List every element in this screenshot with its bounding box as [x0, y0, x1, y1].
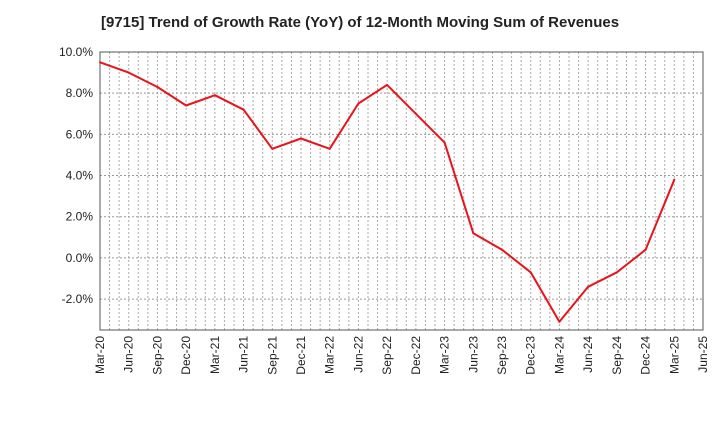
x-tick-label: Mar-21: [208, 336, 222, 374]
data-point: [587, 285, 590, 288]
x-tick-label: Jun-20: [122, 336, 136, 373]
plot-frame: [99, 51, 704, 331]
data-point: [213, 94, 216, 97]
x-tick-label: Jun-21: [237, 336, 251, 373]
x-tick-label: Mar-25: [667, 336, 681, 374]
data-point: [328, 147, 331, 150]
x-tick-label: Sep-20: [150, 336, 164, 375]
y-axis-ticks: 10.0% 8.0% 6.0% 4.0% 2.0% 0.0% -2.0%: [59, 45, 93, 306]
x-tick-label: Jun-23: [466, 336, 480, 373]
x-tick-label: Mar-22: [323, 336, 337, 374]
data-point: [127, 71, 130, 74]
x-tick-label: Sep-24: [610, 336, 624, 375]
chart-title: [9715] Trend of Growth Rate (YoY) of 12-…: [100, 14, 620, 31]
data-point: [357, 102, 360, 105]
x-tick-label: Mar-23: [438, 336, 452, 374]
y-tick-label: -2.0%: [62, 292, 94, 306]
x-tick-label: Sep-23: [495, 336, 509, 375]
data-point: [156, 86, 159, 89]
y-tick-label: 0.0%: [66, 251, 94, 265]
y-tick-label: 4.0%: [66, 169, 94, 183]
x-tick-label: Sep-21: [265, 336, 279, 375]
data-point: [644, 248, 647, 251]
x-axis-ticks: Mar-20 Jun-20 Sep-20 Dec-20 Mar-21 Jun-21 Sep-…: [93, 336, 710, 375]
data-point: [529, 271, 532, 274]
x-tick-label: Dec-24: [639, 336, 653, 375]
grid-layer: [100, 51, 703, 330]
data-point: [472, 232, 475, 235]
x-tick-label: Jun-22: [351, 336, 365, 373]
data-point: [414, 112, 417, 115]
y-tick-label: 2.0%: [66, 210, 94, 224]
x-tick-label: Jun-25: [696, 336, 710, 373]
x-tick-label: Dec-22: [409, 336, 423, 375]
data-point: [501, 248, 503, 251]
x-tick-label: Mar-20: [93, 336, 107, 374]
y-tick-label: 8.0%: [66, 86, 94, 100]
y-tick-label: 10.0%: [59, 45, 93, 59]
data-point: [300, 137, 302, 140]
x-tick-label: Dec-23: [524, 336, 538, 375]
data-point: [386, 83, 389, 86]
x-tick-label: Dec-21: [294, 336, 308, 375]
x-tick-label: Mar-24: [552, 336, 566, 374]
data-point: [99, 61, 101, 64]
x-tick-label: Sep-22: [380, 336, 394, 375]
data-point: [271, 147, 274, 150]
x-tick-label: Dec-20: [179, 336, 193, 375]
data-point: [242, 108, 245, 111]
x-tick-label: Jun-24: [581, 336, 595, 373]
data-point: [673, 178, 676, 181]
y-tick-label: 6.0%: [66, 127, 94, 141]
data-point: [558, 320, 561, 323]
data-point: [443, 141, 446, 144]
data-point: [185, 104, 188, 107]
series-layer: [99, 61, 676, 323]
data-point: [615, 271, 618, 274]
